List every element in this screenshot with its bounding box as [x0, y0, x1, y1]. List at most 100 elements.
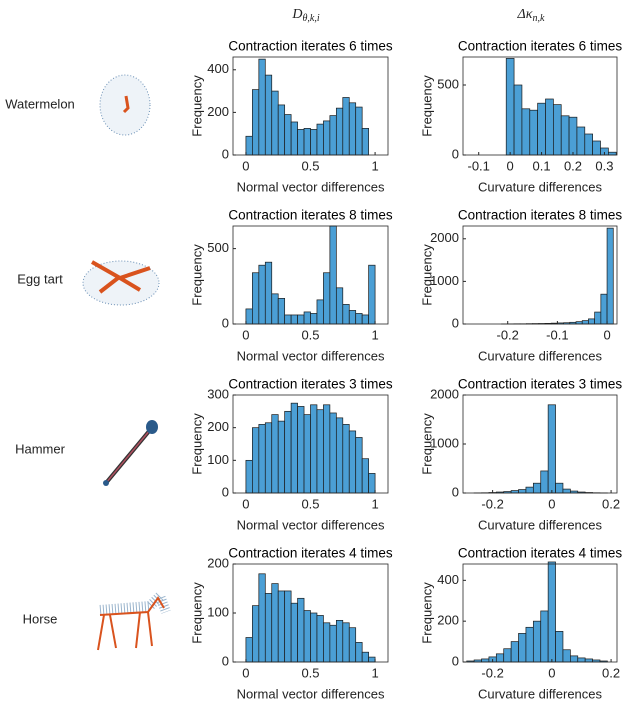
x-tick-label: 0 — [242, 158, 249, 173]
bar — [343, 424, 349, 493]
header-sub: n,k — [532, 13, 545, 24]
bar — [349, 310, 355, 324]
chart-title: Contraction iterates 6 times — [228, 39, 393, 54]
y-tick-label: 1000 — [430, 435, 459, 450]
header-base: Δκ — [517, 7, 533, 22]
bar — [561, 116, 569, 155]
y-tick-label: 500 — [207, 240, 229, 255]
bar — [496, 654, 503, 662]
chart-title: Contraction iterates 4 times — [458, 546, 623, 561]
egg-tart-icon — [83, 261, 159, 305]
bar — [356, 313, 362, 324]
bar — [317, 124, 323, 155]
chart-title: Contraction iterates 3 times — [228, 377, 393, 392]
bar — [369, 265, 375, 324]
bar — [585, 134, 593, 155]
row-label: Watermelon — [5, 96, 75, 111]
bar — [563, 650, 570, 662]
bar — [511, 642, 518, 662]
bar — [246, 309, 252, 324]
bar — [336, 418, 342, 493]
bar — [285, 315, 291, 324]
bar — [252, 428, 258, 493]
bar — [541, 611, 548, 662]
plot-area — [502, 228, 614, 324]
bar — [265, 262, 271, 324]
bar — [323, 121, 329, 155]
y-tick-label: 0 — [452, 146, 459, 161]
x-tick-label: -0.1 — [468, 158, 490, 173]
bar — [556, 483, 563, 493]
bar — [577, 127, 585, 155]
bar — [556, 631, 563, 662]
bar — [349, 103, 355, 155]
y-tick-label: 2000 — [430, 386, 459, 401]
x-tick-label: 0.5 — [301, 158, 319, 173]
chart-title: Contraction iterates 6 times — [458, 39, 623, 54]
y-tick-label: 200 — [437, 613, 459, 628]
x-tick-label: 0.2 — [602, 496, 620, 511]
y-tick-label: 2000 — [430, 230, 459, 245]
x-tick-label: 1 — [371, 496, 378, 511]
x-tick-label: 1 — [371, 327, 378, 342]
bar — [291, 403, 297, 493]
axes-frame — [463, 395, 617, 493]
y-tick-label: 0 — [222, 484, 229, 499]
plot-area — [246, 574, 375, 662]
hammer-icon — [103, 420, 158, 486]
horse-icon — [98, 596, 166, 650]
x-axis-label: Normal vector differences — [237, 686, 385, 701]
bar — [506, 58, 514, 155]
bar — [291, 315, 297, 324]
y-tick-label: 0 — [222, 315, 229, 330]
bar — [482, 659, 489, 662]
bar — [298, 315, 304, 324]
x-axis-label: Normal vector differences — [237, 348, 385, 363]
bar — [533, 483, 540, 493]
bar — [304, 128, 310, 155]
x-tick-label: 0 — [242, 665, 249, 680]
chart-title: Contraction iterates 8 times — [458, 208, 623, 223]
bar — [298, 129, 304, 155]
bar — [356, 437, 362, 493]
bar — [317, 615, 323, 662]
bar — [356, 642, 362, 662]
bar — [336, 620, 342, 662]
bar — [343, 623, 349, 662]
bar — [546, 99, 554, 155]
bar — [336, 108, 342, 155]
x-tick-label: 0 — [507, 158, 514, 173]
x-tick-label: -0.2 — [497, 327, 519, 342]
bar — [582, 321, 588, 324]
plot-area — [467, 562, 608, 662]
bar — [246, 460, 252, 493]
x-tick-label: -0.1 — [546, 327, 568, 342]
axes-frame — [463, 226, 617, 324]
bar — [311, 613, 317, 662]
x-axis-label: Curvature differences — [478, 686, 603, 701]
x-tick-label: 0 — [242, 496, 249, 511]
bar — [526, 487, 533, 493]
watermelon-icon — [100, 75, 150, 135]
bar — [588, 319, 594, 324]
y-tick-label: 0 — [452, 484, 459, 499]
bar — [608, 152, 616, 155]
bar — [349, 628, 355, 662]
y-tick-label: 400 — [207, 61, 229, 76]
y-axis-label: Frequency — [189, 244, 204, 306]
y-tick-label: 500 — [437, 76, 459, 91]
x-tick-label: 1 — [371, 665, 378, 680]
bar — [272, 91, 278, 155]
x-tick-label: 0 — [242, 327, 249, 342]
x-tick-label: 0.5 — [301, 665, 319, 680]
bar — [304, 415, 310, 493]
x-axis-label: Normal vector differences — [237, 179, 385, 194]
bar — [362, 652, 368, 662]
bar — [519, 633, 526, 662]
bar — [291, 603, 297, 662]
x-tick-label: 0.2 — [602, 665, 620, 680]
bar — [323, 405, 329, 493]
x-tick-label: -0.2 — [481, 665, 503, 680]
bar — [607, 228, 613, 324]
bar — [259, 59, 265, 155]
